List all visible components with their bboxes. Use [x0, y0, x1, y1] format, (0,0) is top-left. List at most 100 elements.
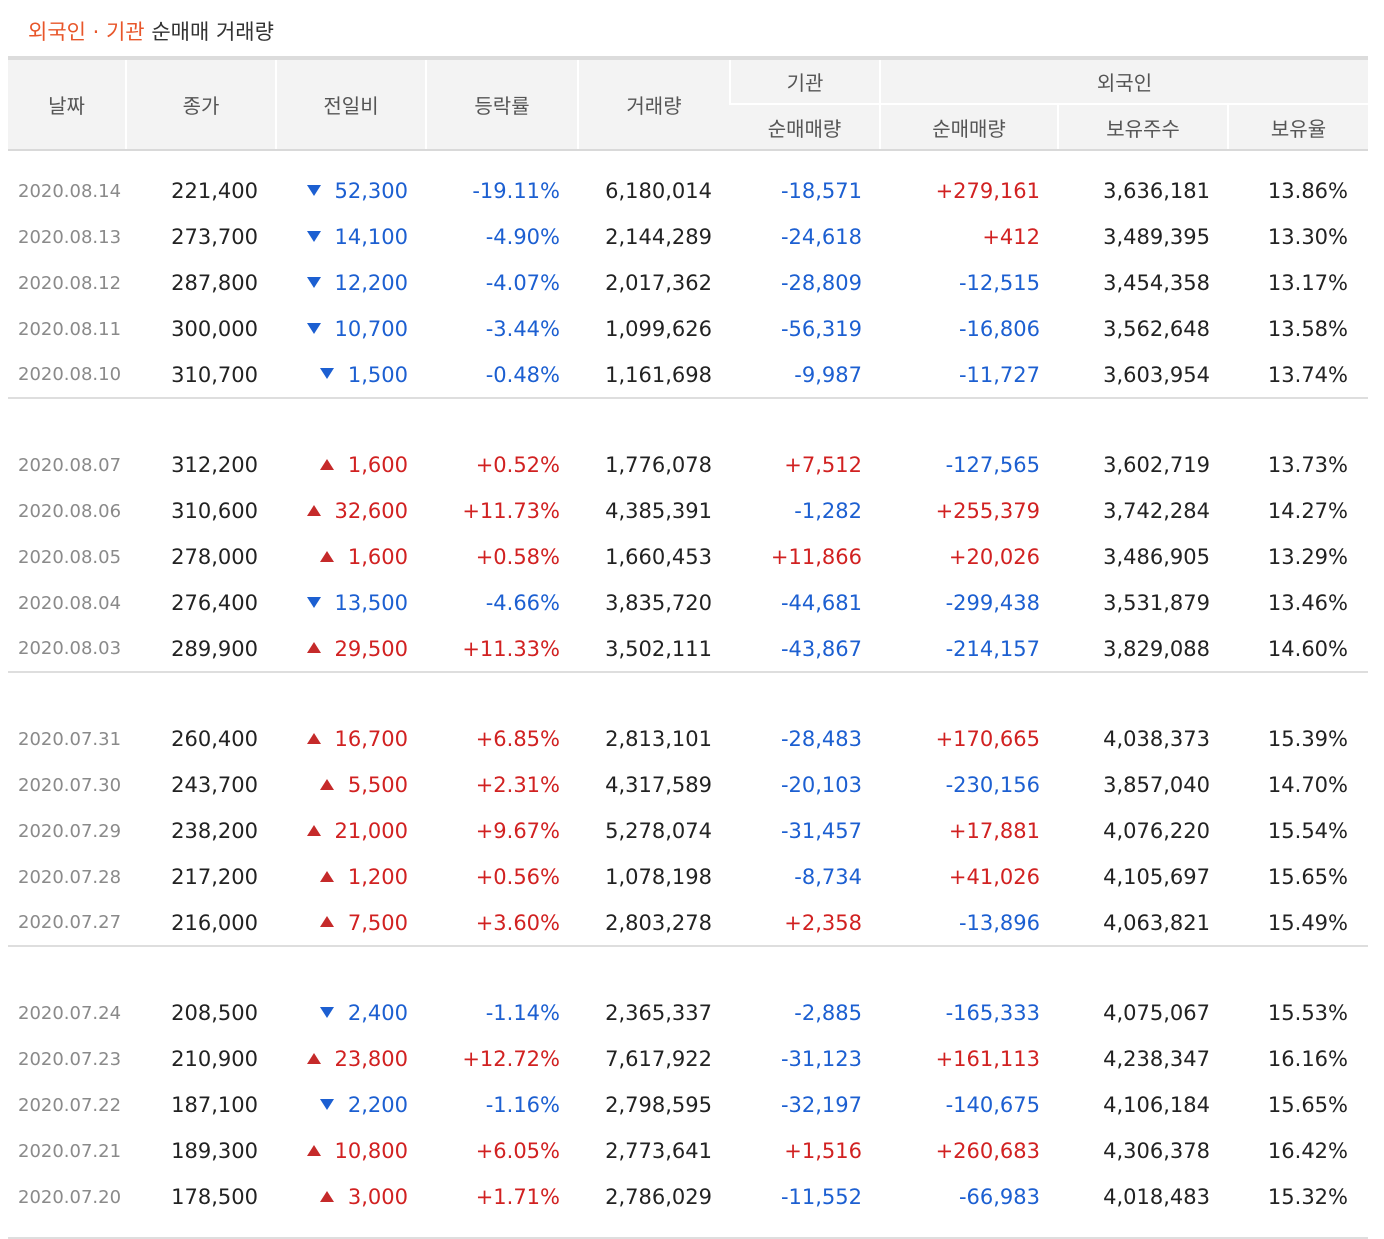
cell-foreign-net: -13,896 [958, 910, 1040, 935]
table-row: 2020.08.11 300,000 10,700 -3.44% 1,099,626 -5… [8, 306, 1368, 352]
cell-close: 310,700 [171, 362, 258, 387]
cell-date: 2020.07.29 [18, 820, 122, 842]
cell-foreign-holdings: 4,075,067 [1103, 1001, 1210, 1025]
cell-close: 238,200 [171, 819, 258, 843]
table-bottom-border [8, 1220, 1368, 1239]
investor-trading-panel: 외국인 · 기관 순매매 거래량 날짜 종가 전일비 등락률 거래량 기관 외국… [8, 20, 1368, 1239]
cell-date: 2020.07.23 [18, 1048, 122, 1070]
cell-change: 16,700 [276, 716, 426, 762]
cell-date: 2020.08.07 [18, 454, 122, 476]
table-row: 2020.07.29 238,200 21,000 +9.67% 5,278,074 -3… [8, 808, 1368, 854]
cell-foreign-holdings: 3,857,040 [1103, 773, 1210, 797]
cell-close: 221,400 [171, 179, 258, 203]
triangle-down-icon [319, 1006, 334, 1018]
cell-foreign-holdings: 4,076,220 [1103, 819, 1210, 843]
change-value: 32,600 [334, 499, 408, 523]
triangle-down-icon [319, 1098, 334, 1110]
cell-close: 273,700 [171, 225, 258, 249]
cell-foreign-ratio: 14.60% [1267, 636, 1348, 661]
group-divider-cell [8, 397, 1368, 442]
cell-inst-net: -31,457 [780, 819, 862, 843]
cell-close: 312,200 [171, 453, 258, 477]
cell-inst-net: -24,618 [780, 225, 862, 249]
cell-volume: 4,385,391 [605, 499, 712, 523]
cell-foreign-holdings: 3,636,181 [1103, 179, 1210, 203]
cell-foreign-net: -11,727 [958, 362, 1040, 387]
change-value: 10,700 [334, 317, 408, 341]
change-value: 5,500 [347, 773, 408, 797]
change-value: 14,100 [334, 225, 408, 249]
cell-change: 29,500 [276, 626, 426, 672]
col-group-foreign: 외국인 [879, 56, 1368, 104]
triangle-up-icon [319, 550, 334, 562]
cell-foreign-net: +255,379 [935, 499, 1040, 523]
panel-title-rest: 순매매 거래량 [151, 20, 274, 44]
cell-volume: 4,317,589 [605, 773, 712, 797]
triangle-up-icon [306, 504, 321, 516]
cell-volume: 1,078,198 [605, 865, 712, 889]
cell-foreign-net: -214,157 [945, 636, 1040, 661]
group-divider [8, 671, 1368, 716]
cell-foreign-ratio: 15.39% [1267, 727, 1348, 751]
cell-foreign-ratio: 14.70% [1267, 773, 1348, 797]
cell-date: 2020.08.05 [18, 546, 122, 568]
cell-close: 276,400 [171, 591, 258, 615]
cell-volume: 1,161,698 [605, 362, 712, 387]
col-header-date: 날짜 [8, 56, 126, 151]
cell-inst-net: +2,358 [784, 910, 862, 935]
cell-foreign-ratio: 13.30% [1267, 225, 1348, 249]
cell-date: 2020.07.21 [18, 1140, 122, 1162]
group-divider [8, 397, 1368, 442]
table-row: 2020.07.30 243,700 5,500 +2.31% 4,317,589 -20… [8, 762, 1368, 808]
cell-change: 12,200 [276, 260, 426, 306]
cell-date: 2020.07.28 [18, 866, 122, 888]
table-row: 2020.07.27 216,000 7,500 +3.60% 2,803,278 +2,… [8, 900, 1368, 946]
cell-change: 1,500 [276, 352, 426, 398]
cell-foreign-ratio: 15.54% [1267, 819, 1348, 843]
cell-volume: 3,502,111 [605, 636, 712, 661]
group-divider-cell [8, 671, 1368, 716]
triangle-down-icon [306, 230, 321, 242]
cell-rate: -1.16% [485, 1093, 560, 1117]
cell-foreign-holdings: 4,105,697 [1103, 865, 1210, 889]
cell-rate: +11.33% [462, 636, 560, 661]
cell-rate: -4.07% [485, 271, 560, 295]
cell-date: 2020.07.31 [18, 728, 122, 750]
change-value: 12,200 [334, 271, 408, 295]
cell-volume: 2,773,641 [605, 1139, 712, 1163]
cell-change: 14,100 [276, 214, 426, 260]
change-value: 3,000 [347, 1185, 408, 1209]
cell-change: 3,000 [276, 1174, 426, 1220]
cell-close: 260,400 [171, 727, 258, 751]
cell-volume: 6,180,014 [605, 179, 712, 203]
col-header-volume: 거래량 [577, 56, 730, 151]
cell-foreign-net: -16,806 [958, 317, 1040, 341]
cell-foreign-ratio: 13.58% [1267, 317, 1348, 341]
cell-volume: 1,776,078 [605, 453, 712, 477]
cell-inst-net: -1,282 [794, 499, 862, 523]
triangle-up-icon [306, 824, 321, 836]
triangle-down-icon [306, 184, 321, 196]
cell-volume: 1,660,453 [605, 545, 712, 569]
cell-foreign-net: +412 [982, 225, 1040, 249]
change-value: 1,500 [347, 362, 408, 387]
cell-volume: 5,278,074 [605, 819, 712, 843]
cell-foreign-holdings: 3,486,905 [1103, 545, 1210, 569]
col-header-inst-net: 순매매량 [730, 103, 880, 151]
cell-foreign-ratio: 13.46% [1267, 591, 1348, 615]
table-row: 2020.08.12 287,800 12,200 -4.07% 2,017,362 -2… [8, 260, 1368, 306]
cell-foreign-net: -66,983 [958, 1185, 1040, 1209]
cell-volume: 2,017,362 [605, 271, 712, 295]
cell-volume: 1,099,626 [605, 317, 712, 341]
cell-rate: +0.56% [475, 865, 560, 889]
table-row: 2020.08.06 310,600 32,600 +11.73% 4,385,391 -… [8, 488, 1368, 534]
cell-date: 2020.07.20 [18, 1186, 122, 1208]
cell-change: 52,300 [276, 168, 426, 214]
cell-rate: -4.66% [485, 591, 560, 615]
cell-foreign-net: -299,438 [945, 591, 1040, 615]
cell-foreign-holdings: 3,489,395 [1103, 225, 1210, 249]
cell-foreign-net: +161,113 [935, 1047, 1040, 1071]
cell-date: 2020.08.11 [18, 318, 122, 340]
cell-change: 10,700 [276, 306, 426, 352]
cell-foreign-ratio: 15.65% [1267, 865, 1348, 889]
